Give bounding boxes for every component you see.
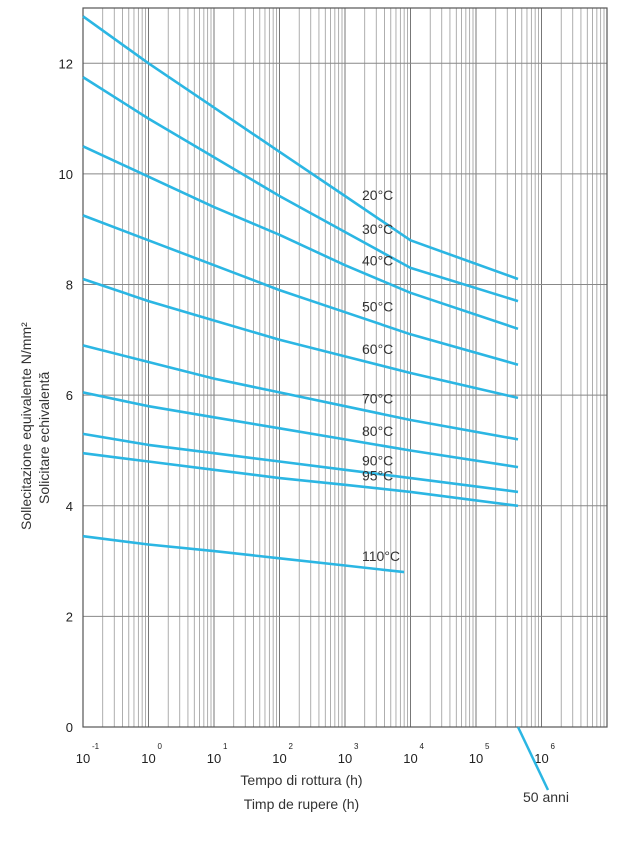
x-axis-title: Tempo di rottura (h)	[240, 772, 363, 788]
series-label: 20°C	[362, 187, 393, 203]
series-label: 90°C	[362, 453, 393, 469]
y-tick-labels: 0 2 4 6 8 10 12	[59, 56, 73, 735]
series-label: 60°C	[362, 341, 393, 357]
x-tick-exponent: 4	[420, 742, 425, 751]
x-tick-label: 10	[534, 751, 548, 766]
annotation-pointer-line	[516, 726, 550, 791]
vertical-gridlines	[82, 8, 605, 727]
series-label: 50°C	[362, 298, 393, 314]
series-line	[82, 15, 519, 281]
x-tick-label: 10	[469, 751, 483, 766]
series-line	[82, 344, 519, 441]
series-line	[82, 534, 405, 574]
series-label: 95°C	[362, 467, 393, 483]
series-labels: 20°C 30°C 40°C 50°C 60°C 70°C 80°C 90°C95°C 110°…	[362, 187, 400, 564]
series-label: 80°C	[362, 423, 393, 439]
plot-frame	[82, 7, 608, 728]
series-line	[82, 432, 519, 494]
series-label: 70°C	[362, 390, 393, 406]
series-lines	[82, 15, 519, 574]
x-tick-exponent: 3	[354, 742, 359, 751]
series-label: 110°C	[362, 548, 400, 564]
x-tick-label: 10	[403, 751, 417, 766]
y-tick-label: 12	[59, 56, 73, 71]
x-tick-exponent: 6	[551, 742, 556, 751]
x-tick-label: 10	[272, 751, 286, 766]
series-label: 40°C	[362, 253, 393, 269]
series-line	[82, 277, 519, 400]
x-axis-subtitle: Timp de rupere (h)	[243, 796, 360, 812]
x-tick-label: 10	[207, 751, 221, 766]
y-tick-label: 6	[66, 388, 73, 403]
x-tick-label: 10	[76, 751, 90, 766]
x-tick-exponent: 2	[289, 742, 294, 751]
series-line	[82, 451, 519, 508]
x-tick-label: 10	[338, 751, 352, 766]
x-tick-exponent: 1	[223, 742, 228, 751]
series-line	[82, 76, 519, 303]
series-line	[82, 214, 519, 366]
y-tick-label: 2	[66, 609, 73, 624]
y-tick-label: 4	[66, 499, 73, 514]
y-tick-label: 10	[59, 167, 73, 182]
series-line	[82, 145, 519, 331]
y-axis-subtitle: Solicitare echivalentă	[36, 371, 52, 504]
x-tick-exponent: 5	[485, 742, 490, 751]
y-tick-label: 0	[66, 720, 73, 735]
y-axis-title: Sollecitazione equivalente N/mm²	[18, 322, 34, 530]
y-tick-label: 8	[66, 278, 73, 293]
x-tick-exponent: -1	[92, 742, 100, 751]
x-tick-label: 10	[141, 751, 155, 766]
annotation-50-years: 50 anni	[523, 789, 569, 805]
x-tick-exponent: 0	[158, 742, 163, 751]
series-line	[82, 391, 519, 469]
series-label: 30°C	[362, 221, 393, 237]
